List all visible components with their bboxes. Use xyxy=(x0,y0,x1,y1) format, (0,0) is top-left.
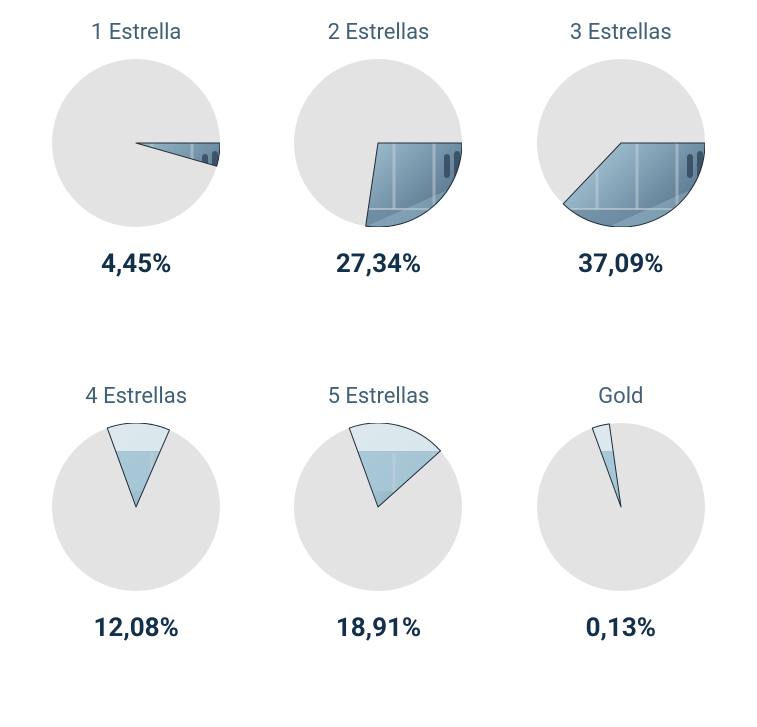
pie-title: Gold xyxy=(598,384,643,409)
pie-title: 4 Estrellas xyxy=(85,384,187,409)
pie-percent: 37,09% xyxy=(578,249,663,279)
pie-chart xyxy=(52,59,220,227)
pie-title: 5 Estrellas xyxy=(328,384,430,409)
pie-title: 1 Estrella xyxy=(91,20,181,45)
pie-chart xyxy=(537,59,705,227)
pie-title: 3 Estrellas xyxy=(570,20,672,45)
pie-chart xyxy=(537,423,705,591)
pie-title: 2 Estrellas xyxy=(328,20,430,45)
pie-percent: 27,34% xyxy=(336,249,421,279)
pie-percent: 18,91% xyxy=(336,613,421,643)
pie-cell-5: 5 Estrellas 18, xyxy=(272,384,484,708)
pie-cell-6: Gold 0,13% xyxy=(515,384,727,708)
pie-cell-4: 4 Estrellas 12, xyxy=(30,384,242,708)
pie-chart xyxy=(294,423,462,591)
pie-grid: 1 Estrella 4,45 xyxy=(30,20,727,707)
pie-cell-2: 2 Estrellas 27, xyxy=(272,20,484,344)
pie-percent: 12,08% xyxy=(94,613,179,643)
pie-chart xyxy=(294,59,462,227)
pie-cell-3: 3 Estrellas 37, xyxy=(515,20,727,344)
pie-chart xyxy=(52,423,220,591)
pie-cell-1: 1 Estrella 4,45 xyxy=(30,20,242,344)
pie-percent: 4,45% xyxy=(101,249,171,279)
pie-percent: 0,13% xyxy=(586,613,656,643)
